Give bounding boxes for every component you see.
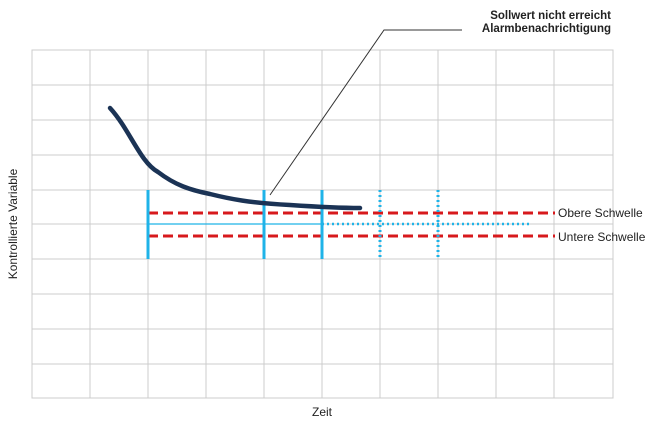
response-curve xyxy=(107,105,363,211)
annotation-line-1: Sollwert nicht erreicht xyxy=(490,10,611,22)
y-axis-label: Kontrollierte Variable xyxy=(6,168,20,279)
upper-threshold-label: Obere Schwelle xyxy=(558,206,643,220)
x-axis-label: Zeit xyxy=(312,405,333,419)
callout-leader-line xyxy=(269,29,462,196)
annotation-line-2: Alarmbenachrichtigung xyxy=(482,23,611,35)
lower-threshold-label: Untere Schwelle xyxy=(558,230,646,244)
